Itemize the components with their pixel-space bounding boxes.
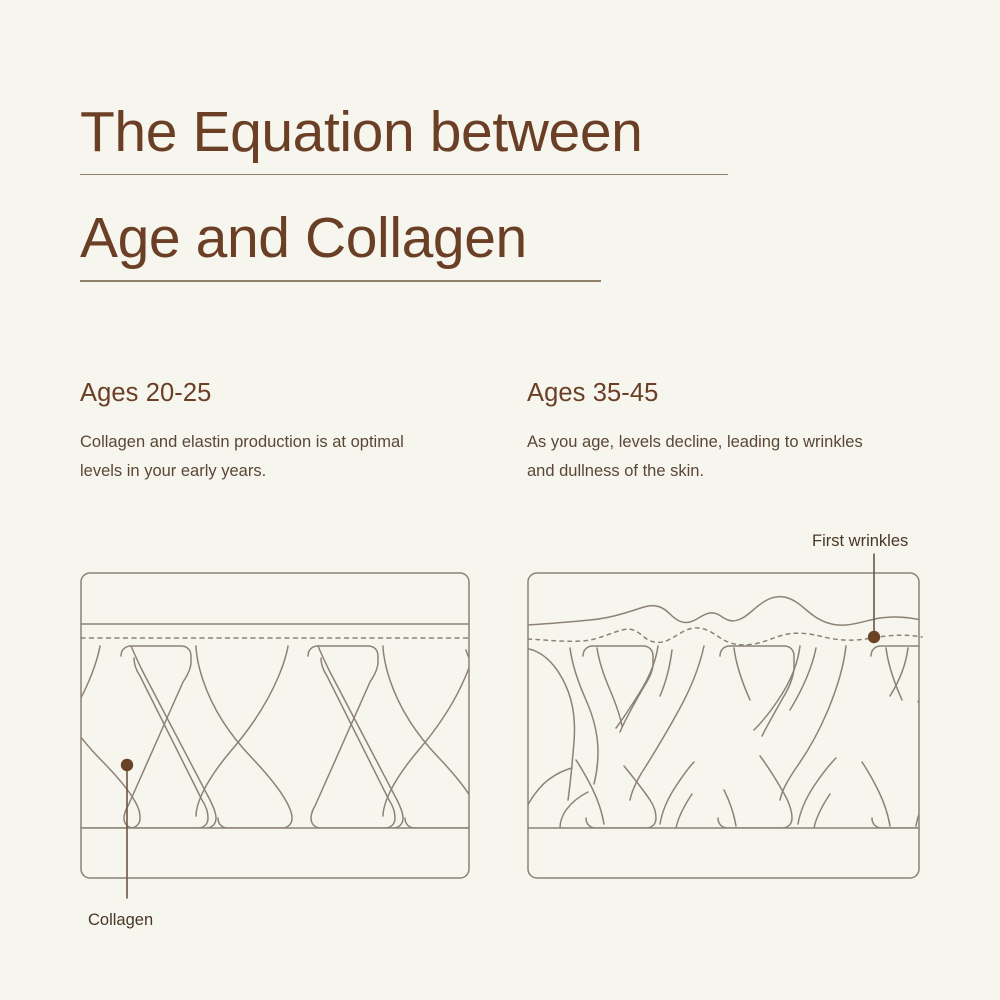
- title-line-2: Age and Collagen: [80, 206, 527, 271]
- title-divider-2: [80, 280, 601, 282]
- callout-label-collagen: Collagen: [88, 911, 154, 929]
- title-divider-1: [80, 174, 728, 176]
- young-skin-frame: [80, 572, 470, 879]
- column-heading-right: Ages 35-45: [527, 379, 659, 407]
- aged-skin-frame: [527, 572, 920, 879]
- collagen-marker-dot: [120, 758, 134, 772]
- young-collagen-network: [81, 645, 469, 828]
- column-body-right: As you age, levels decline, leading to w…: [527, 433, 863, 480]
- aged-epidermis-wavy-line: [528, 595, 919, 626]
- callout-label-first-wrinkles: First wrinkles: [812, 532, 909, 550]
- aged-dermal-junction: [527, 627, 923, 646]
- column-ages-20-25: Ages 20-25 Collagen and elastin producti…: [80, 378, 480, 486]
- column-body-left: Collagen and elastin production is at op…: [80, 433, 404, 480]
- page-title: The Equation between Age and Collagen: [80, 100, 920, 313]
- column-ages-35-45: Ages 35-45 As you age, levels decline, l…: [527, 378, 927, 486]
- column-heading-left: Ages 20-25: [80, 379, 212, 407]
- aged-collagen-network: [528, 645, 919, 828]
- title-line-1: The Equation between: [80, 100, 643, 164]
- first-wrinkles-marker-dot: [867, 630, 881, 644]
- diagram-young-skin: [80, 572, 470, 879]
- diagram-aged-skin: [527, 572, 923, 879]
